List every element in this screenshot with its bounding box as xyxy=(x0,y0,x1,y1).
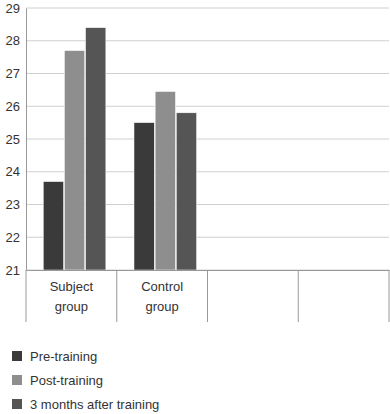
x-tick-label-line: group xyxy=(55,299,88,314)
x-tick-label-line: group xyxy=(146,299,179,314)
x-tick: Subject group xyxy=(50,270,94,314)
grid-line xyxy=(26,8,389,9)
legend-label: Post-training xyxy=(30,373,103,388)
x-tick-label-line: Control xyxy=(141,279,183,294)
y-tick: 23 xyxy=(6,197,26,212)
y-tick: 28 xyxy=(6,33,26,48)
legend-item: Post-training xyxy=(12,373,103,388)
plot: 21 22 23 24 25 26 27 28 29 Subject group Control gro… xyxy=(6,1,390,322)
x-tick-label: Subject group xyxy=(50,279,94,314)
y-tick-label: 29 xyxy=(6,1,20,16)
y-axis-line xyxy=(26,9,27,271)
grid xyxy=(26,8,389,270)
x-tick: Control group xyxy=(141,270,183,314)
y-tick-label: 22 xyxy=(6,230,20,245)
legend: Pre-training Post-training 3 months after … xyxy=(12,349,159,412)
y-tick: 22 xyxy=(6,230,26,245)
category-separator xyxy=(116,270,117,322)
category-separator xyxy=(207,270,208,322)
legend-swatch xyxy=(12,375,22,385)
bar xyxy=(134,123,154,270)
category-separators xyxy=(26,270,389,322)
bar xyxy=(176,113,196,270)
bar xyxy=(64,51,84,270)
category-separator xyxy=(26,270,27,322)
y-tick: 26 xyxy=(6,99,26,114)
legend-item: Pre-training xyxy=(12,349,97,364)
bar xyxy=(86,28,106,270)
x-tick-label-line: Subject xyxy=(50,279,94,294)
y-tick-label: 27 xyxy=(6,66,20,81)
y-tick: 24 xyxy=(6,164,26,179)
bar xyxy=(155,92,175,270)
y-tick: 21 xyxy=(6,263,26,278)
grid-line xyxy=(26,40,389,41)
bar xyxy=(43,182,63,270)
y-tick-label: 26 xyxy=(6,99,20,114)
chart: 21 22 23 24 25 26 27 28 29 Subject group Control gro… xyxy=(0,0,390,414)
y-tick-label: 28 xyxy=(6,33,20,48)
legend-swatch xyxy=(12,351,22,361)
x-tick-label: Control group xyxy=(141,279,183,314)
legend-swatch xyxy=(12,399,22,409)
y-axis: 21 22 23 24 25 26 27 28 29 xyxy=(6,1,27,278)
y-tick: 29 xyxy=(6,1,26,16)
y-tick-label: 21 xyxy=(6,263,20,278)
y-tick-label: 24 xyxy=(6,164,20,179)
legend-item: 3 months after training xyxy=(12,397,159,412)
category-separator xyxy=(389,270,390,322)
y-tick-label: 25 xyxy=(6,132,20,147)
category-separator xyxy=(298,270,299,322)
y-tick: 25 xyxy=(6,132,26,147)
y-tick-label: 23 xyxy=(6,197,20,212)
legend-label: Pre-training xyxy=(30,349,97,364)
bars xyxy=(43,28,196,270)
y-tick: 27 xyxy=(6,66,26,81)
legend-label: 3 months after training xyxy=(30,397,159,412)
